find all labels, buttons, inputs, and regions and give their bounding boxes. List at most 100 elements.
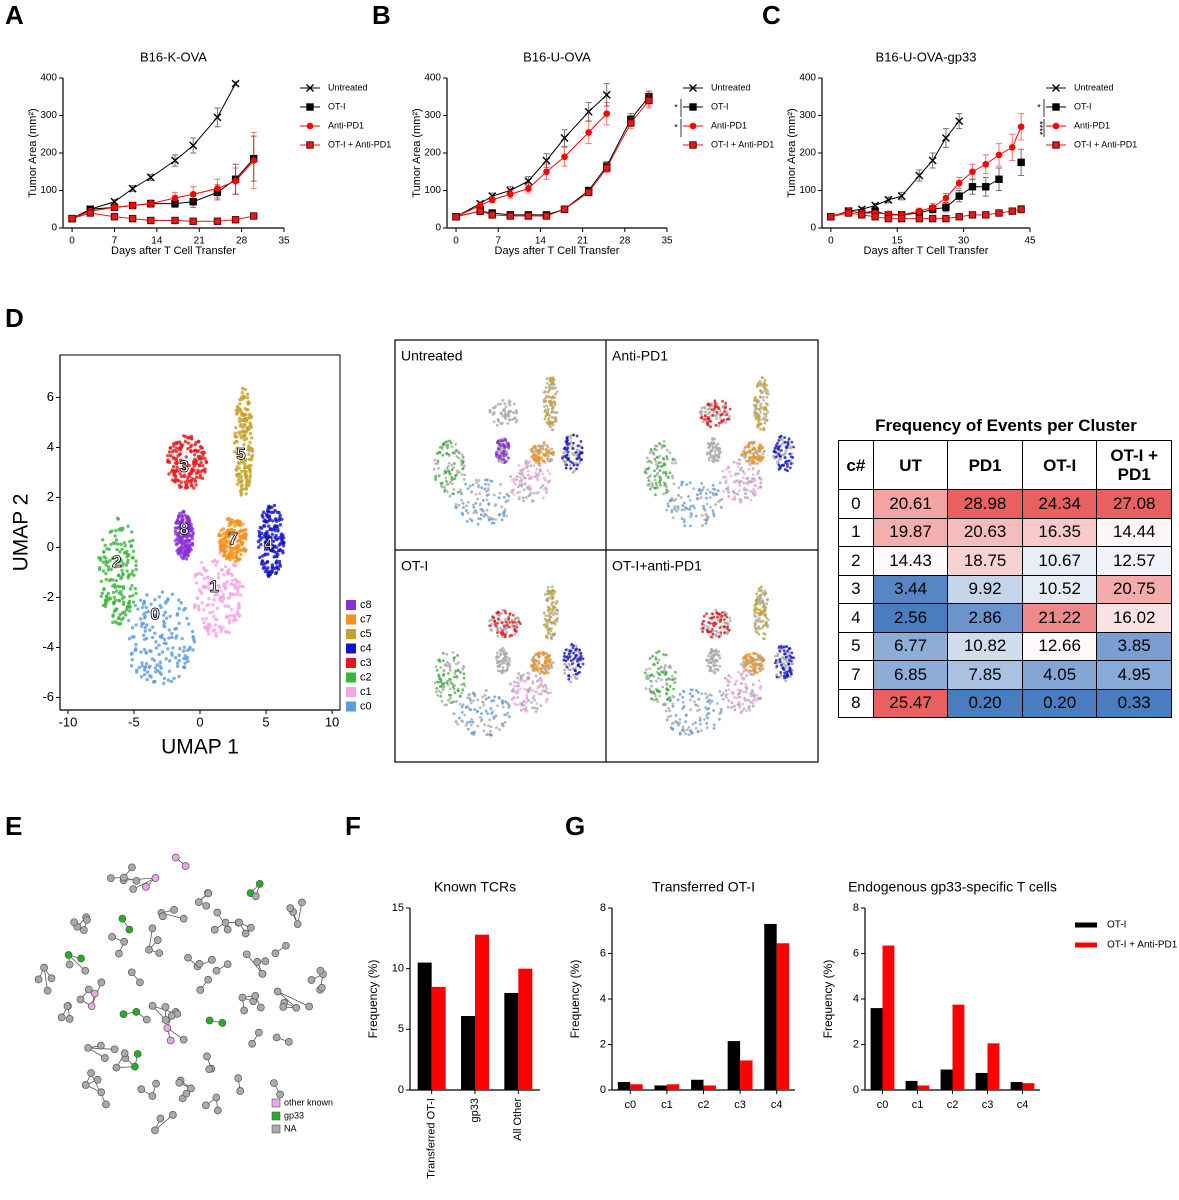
cell-dot bbox=[225, 540, 229, 545]
cell-dot bbox=[170, 635, 174, 640]
legend-label: OT-I + Anti-PD1 bbox=[711, 139, 774, 149]
cell-dot bbox=[688, 498, 692, 502]
cell-dot bbox=[106, 591, 111, 596]
cluster-label: 5 bbox=[236, 444, 245, 463]
cell-dot bbox=[268, 572, 273, 577]
cell-dot bbox=[716, 489, 720, 493]
cell-dot bbox=[664, 472, 668, 476]
cell-dot bbox=[650, 697, 653, 701]
cell-dot bbox=[495, 661, 499, 665]
cell-dot bbox=[114, 538, 119, 542]
cell-dot bbox=[160, 635, 164, 640]
cell-dot bbox=[564, 450, 567, 454]
cell-dot bbox=[710, 616, 714, 620]
cell-dot bbox=[502, 652, 506, 656]
cell-dot bbox=[502, 657, 506, 661]
cell-dot bbox=[531, 669, 535, 673]
cell-dot bbox=[515, 475, 519, 479]
cell-dot bbox=[437, 658, 441, 662]
cell-dot bbox=[547, 389, 551, 393]
cell-dot bbox=[696, 497, 700, 501]
cell-dot bbox=[579, 440, 583, 443]
cell-dot bbox=[716, 459, 720, 462]
cell-dot bbox=[266, 509, 270, 513]
cell-dot bbox=[714, 633, 718, 636]
cell-dot bbox=[570, 662, 574, 666]
cell-dot bbox=[502, 661, 506, 665]
cell-dot bbox=[452, 462, 456, 466]
cell-dot bbox=[439, 666, 443, 669]
cell-dot bbox=[730, 701, 734, 705]
cell-dot bbox=[503, 508, 507, 511]
cell-dot bbox=[129, 544, 134, 548]
cell-dot bbox=[519, 708, 523, 712]
cell-dot bbox=[487, 483, 491, 486]
cell-dot bbox=[754, 619, 758, 622]
cell-dot bbox=[709, 661, 712, 665]
cell-dot bbox=[728, 407, 732, 411]
cell-dot bbox=[495, 450, 498, 454]
cell-dot bbox=[512, 624, 516, 628]
cell-dot bbox=[553, 400, 557, 404]
cell-dot bbox=[190, 437, 194, 441]
cell-dot bbox=[569, 649, 572, 653]
marker bbox=[213, 217, 222, 225]
cell-dot bbox=[777, 467, 781, 471]
cell-dot bbox=[174, 446, 179, 450]
cell-dot bbox=[532, 464, 536, 468]
bar bbox=[417, 962, 432, 1090]
bar bbox=[666, 1084, 680, 1090]
cell-dot bbox=[548, 472, 552, 476]
marker bbox=[231, 216, 240, 224]
cell-dot bbox=[160, 590, 165, 594]
cell-dot bbox=[231, 592, 236, 597]
cell-dot bbox=[782, 674, 786, 678]
cell-dot bbox=[661, 685, 664, 689]
cell-dot bbox=[708, 443, 711, 447]
cell-dot bbox=[442, 672, 446, 676]
cell-dot bbox=[139, 617, 143, 621]
cell-dot bbox=[707, 712, 711, 715]
cell-dot bbox=[237, 461, 242, 466]
cell-dot bbox=[664, 653, 668, 657]
cell-dot bbox=[705, 452, 709, 456]
cell-dot bbox=[524, 481, 527, 485]
cell-dot bbox=[655, 486, 659, 490]
cell-dot bbox=[224, 544, 228, 548]
cell-dot bbox=[788, 452, 792, 456]
cell-dot bbox=[508, 715, 511, 718]
cell-dot bbox=[452, 657, 456, 661]
cell-dot bbox=[572, 673, 575, 677]
cell-dot bbox=[578, 452, 582, 456]
cell-dot bbox=[452, 659, 456, 663]
cell-dot bbox=[511, 411, 515, 414]
legend-swatch bbox=[346, 701, 356, 712]
cell-dot bbox=[191, 648, 195, 652]
cell-dot bbox=[273, 508, 277, 513]
cell-dot bbox=[522, 703, 525, 707]
cell-dot bbox=[166, 647, 170, 651]
cell-dot bbox=[709, 651, 713, 655]
cell-dot bbox=[508, 403, 512, 407]
cell-dot bbox=[672, 482, 676, 486]
cell-dot bbox=[574, 672, 578, 676]
cell-dot bbox=[545, 652, 549, 655]
marker bbox=[689, 103, 697, 111]
cell-dot bbox=[514, 690, 517, 694]
cell-dot bbox=[446, 672, 450, 675]
cell-dot bbox=[761, 605, 765, 609]
cell-dot bbox=[721, 399, 724, 403]
cell-dot bbox=[708, 693, 712, 697]
cell-dot bbox=[163, 610, 168, 615]
cell-dot bbox=[731, 705, 735, 709]
cell-dot bbox=[681, 707, 685, 710]
cell-dot bbox=[271, 539, 276, 543]
cell-dot bbox=[272, 555, 276, 559]
cell-dot bbox=[244, 469, 248, 474]
cell-dot bbox=[507, 657, 511, 661]
cell-dot bbox=[115, 559, 119, 564]
cell-dot bbox=[528, 484, 531, 488]
cell-dot bbox=[705, 502, 709, 506]
cell-dot bbox=[266, 547, 270, 551]
cell-dot bbox=[732, 460, 736, 464]
